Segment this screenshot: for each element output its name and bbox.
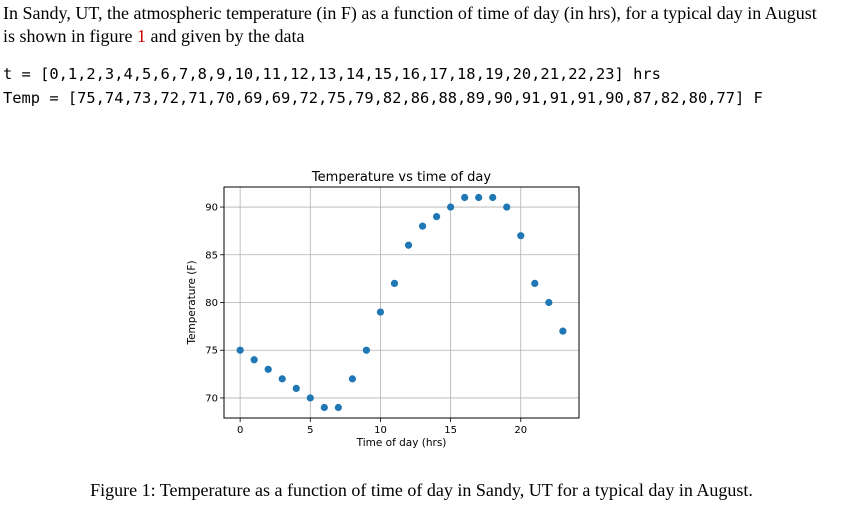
temperature-scatter-chart: 0 5 10 15 20 70 75 80 85 90 Temperature vs time o…	[186, 170, 580, 449]
time-data-code-line: t = [0,1,2,3,4,5,6,7,8,9,10,11,12,13,14,…	[3, 65, 661, 83]
data-point	[334, 403, 342, 412]
figure-caption: Figure 1: Temperature as a function of t…	[90, 480, 753, 500]
data-point	[250, 356, 258, 364]
data-point	[390, 279, 399, 288]
data-point	[475, 193, 483, 202]
x-axis-label: Time of day (hrs)	[356, 437, 447, 449]
data-point	[489, 193, 497, 202]
data-point	[306, 394, 314, 402]
y-axis-label: Temperature (F)	[186, 260, 198, 345]
x-tick-label: 0	[237, 425, 243, 436]
x-tick-label: 5	[307, 425, 313, 436]
intro-paragraph: In Sandy, UT, the atmospheric temperatur…	[3, 2, 833, 48]
figure-reference-link[interactable]: 1	[137, 26, 146, 46]
x-tick-label: 20	[514, 425, 527, 436]
data-point	[376, 308, 385, 316]
y-tick-label: 90	[205, 203, 218, 214]
x-tick-label: 15	[444, 425, 457, 436]
chart-title: Temperature vs time of day	[311, 170, 491, 185]
data-point	[545, 298, 553, 307]
data-point	[517, 232, 525, 240]
data-point	[278, 375, 286, 383]
data-point	[432, 212, 441, 221]
axis-ticks: 0 5 10 15 20 70 75 80 85 90	[205, 203, 527, 436]
data-point	[292, 384, 300, 393]
data-point	[503, 203, 511, 211]
data-point	[531, 279, 539, 288]
data-points	[236, 193, 567, 412]
temperature-data-code-line: Temp = [75,74,73,72,71,70,69,69,72,75,79…	[3, 89, 763, 107]
y-tick-label: 70	[205, 393, 218, 404]
data-point	[236, 346, 244, 354]
data-point	[320, 403, 328, 412]
data-point	[264, 365, 272, 373]
data-point	[461, 193, 469, 202]
temperature-figure: 0 5 10 15 20 70 75 80 85 90 Temperature vs time o…	[180, 165, 600, 455]
y-tick-label: 75	[205, 346, 218, 357]
data-point	[447, 203, 455, 211]
x-tick-label: 10	[374, 425, 387, 436]
y-tick-label: 80	[205, 298, 218, 309]
data-point	[404, 241, 413, 249]
data-point	[559, 327, 567, 335]
grid-lines	[224, 187, 579, 418]
intro-text-part2: and given by the data	[146, 26, 305, 46]
data-point	[418, 222, 427, 230]
y-tick-label: 85	[205, 250, 218, 261]
intro-text-part1: In Sandy, UT, the atmospheric temperatur…	[3, 3, 817, 46]
data-point	[348, 375, 356, 383]
data-point	[362, 346, 371, 354]
